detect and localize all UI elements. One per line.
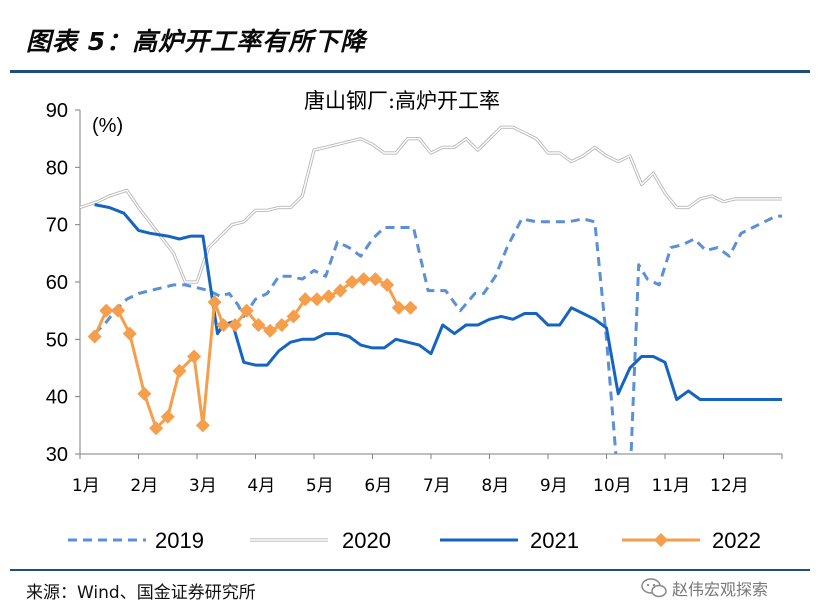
series-2022-marker (368, 272, 383, 287)
series-2022-marker (333, 283, 348, 298)
series-2022-marker (345, 275, 360, 289)
chart-legend: 2019 2020 2021 2022 (68, 528, 761, 553)
series-2022-marker (195, 418, 210, 433)
y-tick-label: 90 (46, 100, 68, 122)
x-tick-label: 8月 (481, 476, 509, 496)
page-title: 图表 5：高炉开工率有所下降 (26, 27, 367, 56)
series-2022-marker (99, 303, 114, 318)
x-tick-label: 4月 (247, 476, 275, 496)
series-2022-marker (122, 326, 137, 341)
series-2022-marker (391, 300, 406, 315)
line-chart: 30 40 50 60 70 80 90 1月 2月 3月 4月 5月 6月 7月 8月 9月 10月 11月 12… (46, 89, 783, 553)
series-2022-marker (274, 318, 289, 332)
series-2022-marker (172, 363, 187, 378)
x-tick-label: 7月 (423, 476, 451, 496)
watermark-text: 赵伟宏观探索 (672, 580, 769, 599)
chart-series (80, 125, 782, 454)
legend-label-2022: 2022 (712, 528, 761, 553)
series-2022-marker (149, 421, 164, 436)
chart-axes: 30 40 50 60 70 80 90 1月 2月 3月 4月 5月 6月 7月 8月 9月 10月 11月 12… (46, 100, 783, 496)
x-tick-label: 3月 (189, 476, 217, 496)
x-tick-label: 6月 (364, 476, 392, 496)
series-2022-marker (321, 289, 336, 304)
legend-label-2021: 2021 (530, 528, 579, 553)
series-2022-marker (137, 386, 152, 401)
x-tick-label: 9月 (540, 476, 568, 496)
y-axis-unit-label: (%) (92, 115, 123, 137)
series-2022-marker (187, 349, 202, 364)
series-2022-line (93, 277, 411, 430)
y-tick-label: 50 (46, 329, 68, 351)
series-2022-marker (356, 272, 371, 287)
series-2022-marker (160, 409, 175, 424)
series-2022-marker (309, 292, 324, 307)
series-2022-marker (216, 318, 231, 332)
x-tick-label: 2月 (130, 476, 158, 496)
series-2022-marker (403, 300, 418, 315)
footer-divider (10, 569, 810, 571)
legend-label-2020: 2020 (342, 528, 391, 553)
y-tick-label: 80 (46, 157, 68, 179)
series-2022-marker (87, 329, 102, 344)
series-2021-line (94, 203, 782, 401)
wechat-icon (641, 578, 667, 598)
y-tick-label: 70 (46, 215, 68, 237)
watermark: 赵伟宏观探索 (640, 576, 768, 600)
series-2020-line-outline (80, 125, 782, 284)
series-2022-marker (228, 318, 243, 332)
series-2022-marker (380, 277, 395, 292)
source-note: 来源：Wind、国金证券研究所 (26, 583, 256, 603)
x-tick-label: 10月 (593, 476, 632, 496)
x-tick-label: 1月 (72, 476, 100, 496)
header-divider (10, 70, 810, 73)
x-tick-label: 11月 (652, 476, 691, 496)
series-2022-marker (263, 323, 278, 338)
y-tick-label: 60 (46, 272, 68, 294)
series-2022-marker (286, 309, 301, 324)
x-tick-label: 12月 (710, 476, 749, 496)
series-2019-line (93, 214, 782, 454)
chart-title: 唐山钢厂:高炉开工率 (304, 89, 500, 113)
series-2020-line (80, 126, 782, 283)
x-tick-label: 5月 (306, 476, 334, 496)
y-tick-label: 30 (46, 444, 68, 466)
series-2022-marker (298, 292, 313, 307)
legend-2022-marker (654, 533, 668, 547)
series-2022-marker (111, 303, 126, 318)
series-2022-marker (251, 318, 266, 332)
series-2022-marker (207, 295, 222, 310)
series-2022-marker (239, 303, 254, 318)
legend-label-2019: 2019 (155, 528, 204, 553)
y-tick-label: 40 (46, 387, 68, 409)
